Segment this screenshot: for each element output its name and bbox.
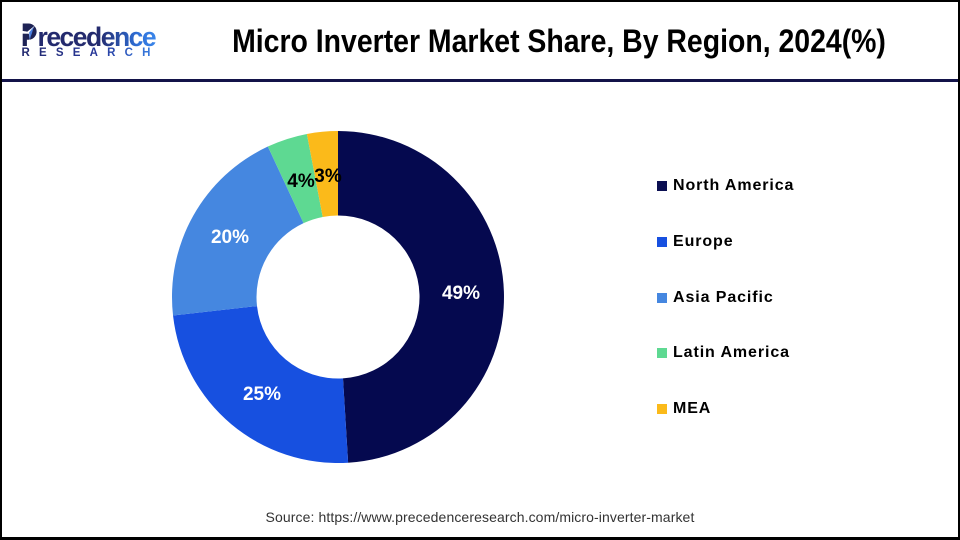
svg-text:RESEARCH: RESEARCH bbox=[22, 47, 160, 59]
svg-text:recedence: recedence bbox=[38, 22, 156, 52]
